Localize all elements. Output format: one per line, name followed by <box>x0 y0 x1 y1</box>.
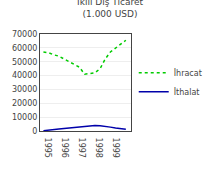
svg-text:50000: 50000 <box>12 58 37 67</box>
svg-text:60000: 60000 <box>12 44 37 53</box>
svg-text:İkili Dış Ticaret(1.000 USD): İkili Dış Ticaret(1.000 USD) <box>77 0 143 19</box>
svg-text:40000: 40000 <box>12 71 37 80</box>
svg-text:70000: 70000 <box>12 30 37 39</box>
svg-text:1995: 1995 <box>43 138 52 158</box>
svg-text:1998: 1998 <box>94 138 103 158</box>
svg-text:1996: 1996 <box>60 138 69 158</box>
svg-text:İhracat: İhracat <box>174 68 202 78</box>
svg-text:10000: 10000 <box>12 113 37 122</box>
svg-text:30000: 30000 <box>12 85 37 94</box>
svg-text:1999: 1999 <box>111 138 120 158</box>
svg-text:0: 0 <box>32 127 37 136</box>
svg-text:1997: 1997 <box>77 138 86 158</box>
svg-text:İthalat: İthalat <box>174 87 200 97</box>
svg-text:20000: 20000 <box>12 99 37 108</box>
